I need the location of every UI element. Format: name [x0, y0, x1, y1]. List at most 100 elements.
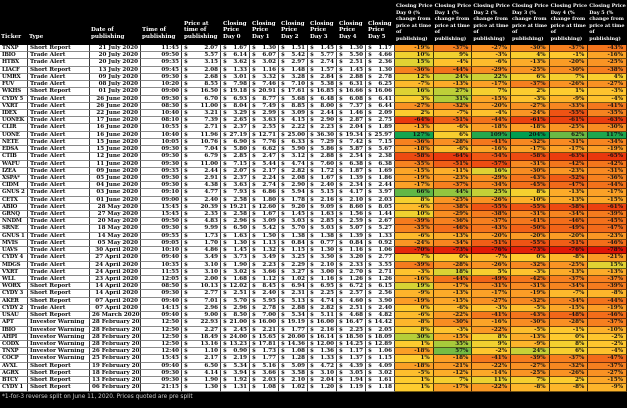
close-price-day-5-cell[interactable]: $4.66	[366, 52, 395, 60]
close-price-day-5-cell[interactable]: $7.15	[366, 138, 395, 147]
close-price-day-3-cell[interactable]: $16.14	[308, 333, 337, 341]
type-cell[interactable]: Trade Alert	[28, 189, 90, 197]
col-header-pct-day-2[interactable]: Closing Price Day 2 (% change from price…	[472, 0, 511, 45]
close-price-day-0-cell[interactable]: $12.02	[221, 283, 250, 291]
close-price-day-3-cell[interactable]: $2.16	[308, 196, 337, 204]
close-price-day-4-cell[interactable]: $6.08	[337, 95, 366, 103]
pct-change-day-0-cell[interactable]: 1%	[395, 340, 434, 349]
close-price-day-0-cell[interactable]: $3.62	[221, 59, 250, 67]
close-price-day-1-cell[interactable]: $2.40	[250, 290, 279, 298]
type-cell[interactable]: Short Report	[28, 88, 90, 96]
price-at-publishing-cell[interactable]: $9.99	[182, 225, 221, 233]
close-price-day-2-cell[interactable]: $3.03	[279, 218, 308, 226]
pct-change-day-3-cell[interactable]: -20%	[510, 232, 550, 240]
pct-change-day-3-cell[interactable]: -73%	[510, 247, 550, 255]
close-price-day-5-cell[interactable]: $18.09	[366, 333, 395, 341]
close-price-day-4-cell[interactable]: $4.60	[337, 297, 366, 305]
pct-change-day-2-cell[interactable]: 22%	[472, 73, 511, 82]
close-price-day-3-cell[interactable]: $12.00	[308, 340, 337, 349]
price-at-publishing-cell[interactable]: $7.04	[182, 146, 221, 154]
pct-change-day-3-cell[interactable]: 0%	[510, 254, 550, 262]
close-price-day-4-cell[interactable]: $3.20	[337, 254, 366, 262]
date-cell[interactable]: 07 April 2020	[90, 304, 141, 313]
close-price-day-5-cell[interactable]: $12.89	[366, 340, 395, 349]
ticker-cell[interactable]: TNXP	[0, 45, 28, 53]
close-price-day-5-cell[interactable]: $2.09	[366, 109, 395, 118]
ticker-cell[interactable]: SRNE	[0, 225, 28, 233]
close-price-day-0-cell[interactable]: $3.01	[221, 73, 250, 82]
pct-change-day-5-cell[interactable]: -38%	[588, 66, 627, 74]
close-price-day-5-cell[interactable]: $4.82	[366, 312, 395, 320]
pct-change-day-0-cell[interactable]: -24%	[395, 239, 434, 248]
ticker-cell[interactable]: UMRX	[0, 73, 28, 82]
pct-change-day-5-cell[interactable]: -42%	[588, 160, 627, 168]
ticker-cell[interactable]: EDSA	[0, 146, 28, 154]
close-price-day-2-cell[interactable]: $3.27	[279, 268, 308, 276]
time-cell[interactable]: 09:50	[141, 52, 182, 60]
close-price-day-5-cell[interactable]: $2.71	[366, 268, 395, 276]
pct-change-day-4-cell[interactable]: -30%	[549, 66, 589, 74]
pct-change-day-1-cell[interactable]: -51%	[433, 160, 473, 168]
time-cell[interactable]: 09:30	[141, 377, 182, 385]
pct-change-day-3-cell[interactable]: -5%	[510, 304, 550, 313]
pct-change-day-2-cell[interactable]: -3%	[472, 52, 511, 60]
close-price-day-1-cell[interactable]: $8.45	[250, 283, 279, 291]
date-cell[interactable]: 20 May 2020	[90, 218, 141, 226]
type-cell[interactable]: Trade Alert	[28, 254, 90, 262]
type-cell[interactable]: Investor Warning	[28, 326, 90, 334]
time-cell[interactable]: 09:10	[141, 189, 182, 197]
pct-change-day-2-cell[interactable]: -14%	[472, 369, 511, 378]
close-price-day-4-cell[interactable]: $5.07	[337, 225, 366, 233]
time-cell[interactable]: 12:50	[141, 319, 182, 327]
time-cell[interactable]: 08:50	[141, 283, 182, 291]
pct-change-day-2-cell[interactable]: -43%	[472, 225, 511, 233]
ticker-cell[interactable]: XSPA*	[0, 174, 28, 183]
pct-change-day-2-cell[interactable]: 8%	[472, 333, 511, 341]
date-cell[interactable]: 17 June 2020	[90, 117, 141, 125]
close-price-day-4-cell[interactable]: $2.51	[337, 304, 366, 313]
time-cell[interactable]: 10:55	[141, 124, 182, 132]
close-price-day-1-cell[interactable]: $2.24	[250, 174, 279, 183]
close-price-day-0-cell[interactable]: $3.63	[221, 182, 250, 190]
type-cell[interactable]: Short Report	[28, 283, 90, 291]
close-price-day-5-cell[interactable]: $6.44	[366, 102, 395, 110]
pct-change-day-3-cell[interactable]: -43%	[510, 312, 550, 320]
pct-change-day-3-cell[interactable]: -37%	[510, 81, 550, 89]
close-price-day-3-cell[interactable]: $2.04	[308, 377, 337, 385]
type-cell[interactable]: Trade Alert	[28, 167, 90, 175]
type-cell[interactable]: Trade Alert	[28, 196, 90, 204]
pct-change-day-3-cell[interactable]: -19%	[510, 290, 550, 298]
type-cell[interactable]: Trade Alert	[28, 247, 90, 255]
pct-change-day-1-cell[interactable]: -46%	[433, 225, 473, 233]
close-price-day-3-cell[interactable]: $2.25	[308, 290, 337, 298]
pct-change-day-0-cell[interactable]: -13%	[395, 124, 434, 132]
time-cell[interactable]: 09:30	[141, 146, 182, 154]
close-price-day-5-cell[interactable]: $3.97	[366, 189, 395, 197]
close-price-day-3-cell[interactable]: $6.95	[308, 283, 337, 291]
price-at-publishing-cell[interactable]: $11.00	[182, 160, 221, 168]
date-cell[interactable]: 05 May 2020	[90, 239, 141, 248]
close-price-day-5-cell[interactable]: $1.26	[366, 276, 395, 284]
close-price-day-0-cell[interactable]: $2.37	[221, 174, 250, 183]
close-price-day-4-cell[interactable]: $16.47	[337, 319, 366, 327]
pct-change-day-0-cell[interactable]: -70%	[395, 247, 434, 255]
price-at-publishing-cell[interactable]: $16.50	[182, 88, 221, 96]
pct-change-day-0-cell[interactable]: -15%	[395, 167, 434, 175]
close-price-day-0-cell[interactable]: $8.04	[221, 102, 250, 110]
pct-change-day-0-cell[interactable]: 2%	[395, 109, 434, 118]
close-price-day-1-cell[interactable]: $2.17	[250, 167, 279, 175]
time-cell[interactable]: 09:30	[141, 225, 182, 233]
close-price-day-2-cell[interactable]: $5.70	[279, 225, 308, 233]
close-price-day-5-cell[interactable]: $1.17	[366, 45, 395, 53]
price-at-publishing-cell[interactable]: $2.44	[182, 167, 221, 175]
ticker-cell[interactable]: GNUS 2	[0, 189, 28, 197]
price-at-publishing-cell[interactable]: $7.01	[182, 297, 221, 305]
pct-change-day-5-cell[interactable]: -15%	[588, 196, 627, 204]
pct-change-day-1-cell[interactable]: 44%	[433, 189, 473, 197]
price-at-publishing-cell[interactable]: $2.71	[182, 124, 221, 132]
price-at-publishing-cell[interactable]: $2.35	[182, 211, 221, 219]
close-price-day-0-cell[interactable]: $2.58	[221, 211, 250, 219]
type-cell[interactable]: Trade Alert	[28, 131, 90, 139]
close-price-day-1-cell[interactable]: $7.00	[250, 312, 279, 320]
close-price-day-5-cell[interactable]: $1.06	[366, 348, 395, 356]
